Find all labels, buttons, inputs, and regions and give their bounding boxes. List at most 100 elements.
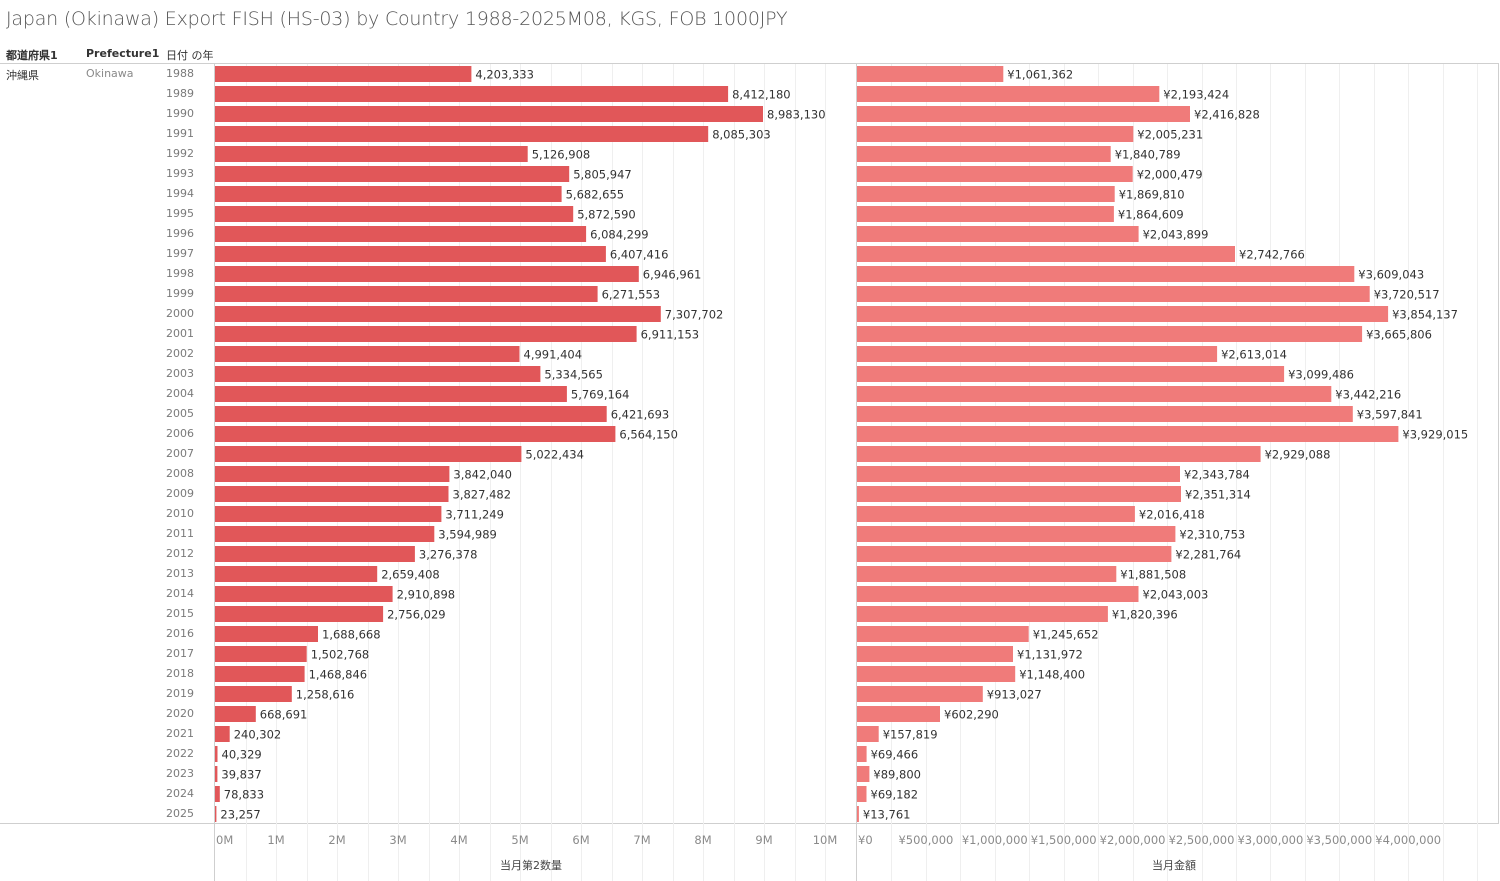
quantity-bar-2005: [215, 406, 607, 422]
value-data-label: ¥1,820,396: [1112, 608, 1178, 622]
value-bar-1997: [857, 246, 1235, 262]
quantity-data-label: 5,805,947: [573, 168, 632, 182]
quantity-tick-label: 4M: [450, 833, 467, 847]
year-label: 2019: [166, 687, 194, 700]
quantity-data-label: 2,659,408: [381, 568, 440, 582]
value-bar-2017: [857, 646, 1013, 662]
value-bar-2006: [857, 426, 1399, 442]
value-data-label: ¥3,720,517: [1374, 288, 1440, 302]
value-bar-1990: [857, 106, 1190, 122]
value-data-label: ¥1,131,972: [1017, 648, 1083, 662]
quantity-bar-2019: [215, 686, 292, 702]
year-label: 1996: [166, 227, 194, 240]
quantity-data-label: 6,271,553: [602, 288, 661, 302]
year-label: 2009: [166, 487, 194, 500]
value-data-label: ¥2,613,014: [1221, 348, 1287, 362]
quantity-data-label: 7,307,702: [665, 308, 724, 322]
value-bar-2024: [857, 786, 867, 802]
quantity-bar-2011: [215, 526, 435, 542]
quantity-bar-2010: [215, 506, 442, 522]
value-data-label: ¥2,005,231: [1137, 128, 1203, 142]
quantity-bar-2014: [215, 586, 393, 602]
value-bar-1992: [857, 146, 1111, 162]
year-label: 1989: [166, 87, 194, 100]
value-data-label: ¥157,819: [883, 728, 938, 742]
quantity-data-label: 5,334,565: [544, 368, 603, 382]
value-bar-2012: [857, 546, 1172, 562]
year-label: 2005: [166, 407, 194, 420]
quantity-data-label: 3,711,249: [445, 508, 504, 522]
value-data-label: ¥913,027: [987, 688, 1042, 702]
year-label: 1995: [166, 207, 194, 220]
value-data-label: ¥2,310,753: [1179, 528, 1245, 542]
value-data-label: ¥3,597,841: [1357, 408, 1423, 422]
value-data-label: ¥2,281,764: [1175, 548, 1241, 562]
year-label: 2023: [166, 767, 194, 780]
quantity-data-label: 8,085,303: [712, 128, 771, 142]
quantity-bar-1996: [215, 226, 587, 242]
quantity-bar-2022: [215, 746, 218, 762]
quantity-bar-2020: [215, 706, 256, 722]
value-bar-1994: [857, 186, 1115, 202]
value-tick-label: ¥2,500,000: [1169, 833, 1235, 847]
quantity-data-label: 6,407,416: [610, 248, 669, 262]
quantity-data-label: 668,691: [260, 708, 308, 722]
value-data-label: ¥2,000,479: [1137, 168, 1203, 182]
year-label: 1994: [166, 187, 194, 200]
quantity-data-label: 3,842,040: [453, 468, 512, 482]
value-bar-2004: [857, 386, 1332, 402]
year-label: 2002: [166, 347, 194, 360]
year-label: 2025: [166, 807, 194, 820]
value-pane-right-border: [1498, 63, 1499, 823]
header-year: 日付 の年: [166, 49, 214, 62]
quantity-tick-label: 9M: [755, 833, 772, 847]
value-bar-2014: [857, 586, 1139, 602]
quantity-bar-2023: [215, 766, 218, 782]
value-data-label: ¥69,182: [871, 788, 919, 802]
value-bar-1999: [857, 286, 1370, 302]
quantity-pane-left-border: [214, 63, 215, 881]
quantity-data-label: 4,203,333: [475, 68, 534, 82]
quantity-axis-title: 当月第2数量: [500, 859, 562, 872]
value-bar-1989: [857, 86, 1160, 102]
quantity-bar-2004: [215, 386, 567, 402]
year-label: 1997: [166, 247, 194, 260]
year-label: 2024: [166, 787, 194, 800]
quantity-bar-2008: [215, 466, 450, 482]
value-data-label: ¥89,800: [873, 768, 921, 782]
value-bar-2002: [857, 346, 1218, 362]
value-bar-2013: [857, 566, 1117, 582]
value-data-label: ¥2,043,003: [1143, 588, 1209, 602]
quantity-data-label: 2,910,898: [397, 588, 456, 602]
quantity-data-label: 6,421,693: [611, 408, 670, 422]
year-label: 2016: [166, 627, 194, 640]
value-bar-1993: [857, 166, 1133, 182]
value-bar-2009: [857, 486, 1181, 502]
value-tick-label: ¥0: [858, 833, 873, 847]
quantity-data-label: 40,329: [222, 748, 262, 762]
value-data-label: ¥69,466: [871, 748, 919, 762]
value-bar-1991: [857, 126, 1134, 142]
value-bar-2005: [857, 406, 1353, 422]
quantity-data-label: 1,502,768: [311, 648, 370, 662]
quantity-bar-1993: [215, 166, 570, 182]
header-prefecture-en: Prefecture1: [86, 47, 160, 60]
year-label: 2017: [166, 647, 194, 660]
value-data-label: ¥3,099,486: [1288, 368, 1354, 382]
quantity-tick-label: 5M: [511, 833, 528, 847]
quantity-data-label: 78,833: [224, 788, 264, 802]
quantity-data-label: 6,564,150: [619, 428, 678, 442]
header-divider: [0, 63, 1499, 64]
value-tick-label: ¥1,500,000: [1031, 833, 1097, 847]
quantity-data-label: 3,594,989: [438, 528, 497, 542]
value-data-label: ¥1,245,652: [1033, 628, 1099, 642]
quantity-bar-2018: [215, 666, 305, 682]
quantity-data-label: 1,468,846: [309, 668, 368, 682]
value-tick-label: ¥1,000,000: [962, 833, 1028, 847]
quantity-data-label: 6,911,153: [641, 328, 700, 342]
quantity-bar-1991: [215, 126, 709, 142]
value-tick-label: ¥2,000,000: [1100, 833, 1166, 847]
value-data-label: ¥1,869,810: [1119, 188, 1185, 202]
year-label: 1998: [166, 267, 194, 280]
quantity-tick-label: 6M: [572, 833, 589, 847]
